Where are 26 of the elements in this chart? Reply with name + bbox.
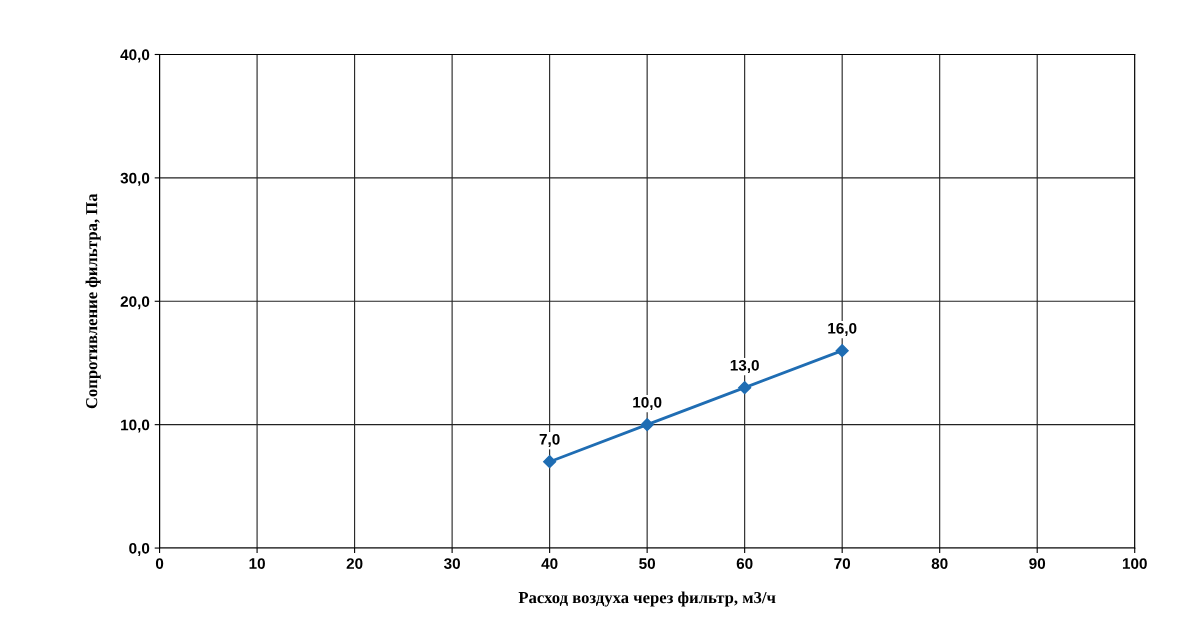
point bbox=[835, 344, 849, 358]
data-label: 13,0 bbox=[730, 359, 759, 373]
y-tick-label: 10,0 bbox=[121, 419, 150, 433]
y-tick-label: 30,0 bbox=[120, 172, 150, 186]
x-tick-label: 50 bbox=[639, 558, 656, 569]
x-tick-label: 100 bbox=[1122, 558, 1147, 569]
point bbox=[640, 418, 654, 432]
x-tick-label: 40 bbox=[541, 558, 558, 569]
y-axis-title: Сопротивление фильтра, Па bbox=[85, 193, 101, 409]
point bbox=[738, 381, 752, 395]
x-tick-label: 60 bbox=[736, 558, 753, 569]
y-tick-label: 0,0 bbox=[129, 542, 150, 556]
point bbox=[543, 455, 557, 469]
x-tick-label: 10 bbox=[249, 558, 265, 569]
data-label: 7,0 bbox=[539, 433, 560, 447]
y-tick-label: 40,0 bbox=[120, 49, 150, 63]
x-axis-title: Расход воздуха через фильтр, м3/ч bbox=[518, 591, 776, 607]
x-tick-label: 30 bbox=[443, 558, 460, 570]
data-label: 16,0 bbox=[828, 322, 857, 336]
x-tick-label: 0 bbox=[155, 558, 164, 569]
x-tick-label: 70 bbox=[834, 558, 851, 569]
x-tick-label: 90 bbox=[1029, 558, 1046, 569]
x-tick-label: 20 bbox=[346, 558, 363, 569]
data-label: 10,0 bbox=[633, 396, 662, 410]
x-tick-label: 80 bbox=[931, 558, 948, 569]
y-tick-label: 20,0 bbox=[120, 296, 150, 310]
